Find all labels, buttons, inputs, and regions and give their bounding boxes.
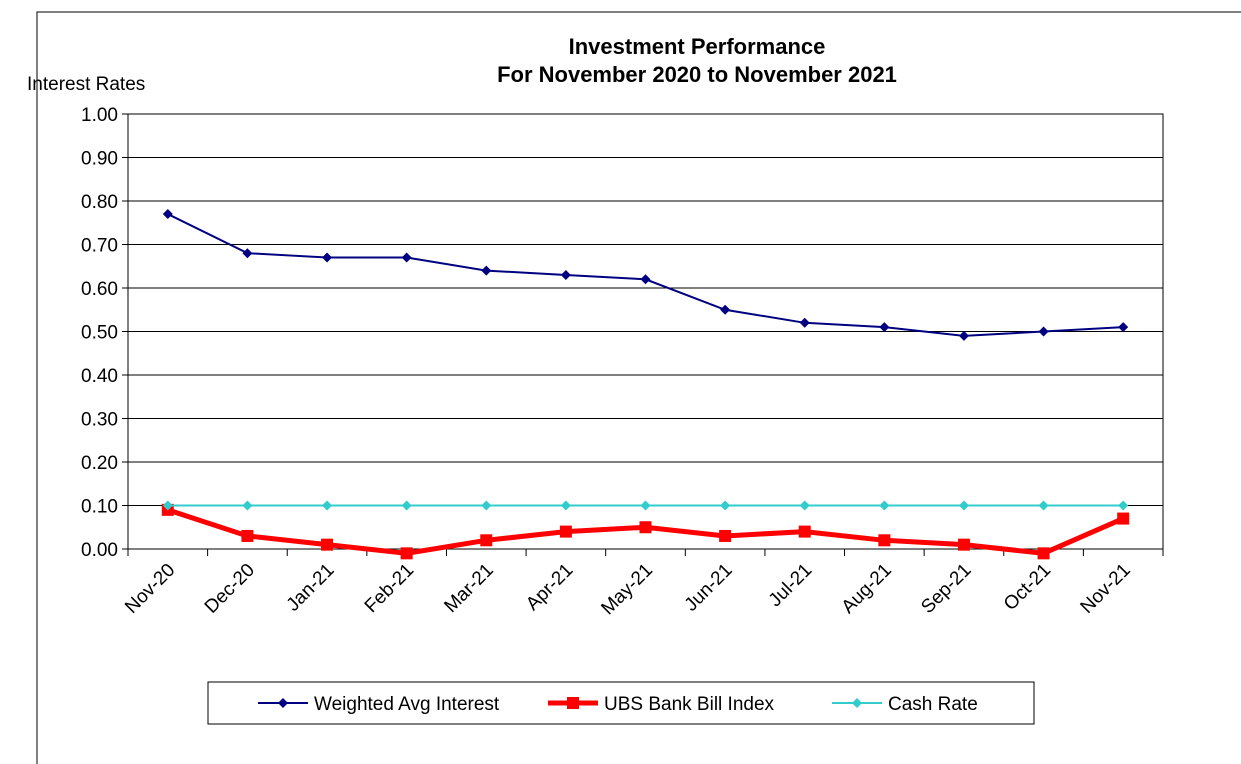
data-point <box>1118 322 1129 333</box>
data-point <box>879 500 890 511</box>
chart-frame <box>36 11 1241 764</box>
data-point <box>321 538 334 551</box>
data-point <box>640 500 651 511</box>
data-point <box>481 500 492 511</box>
data-point <box>640 274 651 285</box>
x-tick-label: Oct-21 <box>1000 560 1055 615</box>
data-point <box>799 317 810 328</box>
x-tick-label: Jan-21 <box>283 560 339 616</box>
data-point <box>401 252 412 263</box>
data-point <box>322 500 333 511</box>
data-point <box>878 534 891 547</box>
data-point <box>720 500 731 511</box>
y-tick-label: 0.80 <box>81 192 118 213</box>
data-point <box>242 248 253 259</box>
y-tick-label: 0.90 <box>81 149 118 170</box>
data-point <box>958 500 969 511</box>
data-point <box>162 500 173 511</box>
data-point <box>560 500 571 511</box>
y-tick-label: 0.10 <box>81 497 118 518</box>
legend-label: UBS Bank Bill Index <box>604 694 775 715</box>
data-point <box>400 547 413 560</box>
data-point <box>559 525 572 538</box>
data-point <box>958 330 969 341</box>
data-point <box>639 521 652 534</box>
data-point <box>560 269 571 280</box>
data-point <box>799 500 810 511</box>
x-tick-label: Aug-21 <box>838 560 896 618</box>
legend-marker <box>852 698 862 708</box>
x-tick-label: May-21 <box>597 560 657 620</box>
y-tick-label: 0.70 <box>81 236 118 257</box>
data-point <box>481 265 492 276</box>
data-point <box>879 322 890 333</box>
data-point <box>720 304 731 315</box>
y-tick-label: 0.50 <box>81 323 118 344</box>
data-point <box>719 529 732 542</box>
y-tick-label: 0.00 <box>81 540 118 561</box>
y-tick-label: 0.40 <box>81 366 118 387</box>
data-point <box>401 500 412 511</box>
data-point <box>480 534 493 547</box>
chart-subtitle: For November 2020 to November 2021 <box>497 62 897 87</box>
data-point <box>1038 326 1049 337</box>
legend-label: Cash Rate <box>888 694 978 715</box>
data-point <box>241 529 254 542</box>
x-tick-label: Nov-20 <box>121 560 179 618</box>
y-tick-label: 0.20 <box>81 453 118 474</box>
data-point <box>1117 512 1130 525</box>
y-tick-label: 1.00 <box>81 105 118 126</box>
data-point <box>957 538 970 551</box>
y-tick-label: 0.60 <box>81 279 118 300</box>
y-tick-label: 0.30 <box>81 410 118 431</box>
chart-title: Investment Performance <box>569 34 826 59</box>
data-point <box>1038 500 1049 511</box>
data-point <box>322 252 333 263</box>
legend-marker <box>278 698 288 708</box>
data-point <box>242 500 253 511</box>
data-point <box>798 525 811 538</box>
data-point <box>1118 500 1129 511</box>
x-tick-label: Sep-21 <box>917 560 975 618</box>
data-point <box>162 209 173 220</box>
plot-area <box>127 113 1164 550</box>
x-tick-label: Jun-21 <box>681 560 737 616</box>
legend-label: Weighted Avg Interest <box>314 694 500 715</box>
x-tick-label: Nov-21 <box>1077 560 1135 618</box>
legend-marker <box>567 697 579 709</box>
legend-box <box>207 681 1035 725</box>
x-tick-label: Apr-21 <box>522 560 577 615</box>
x-tick-label: Dec-20 <box>201 560 259 618</box>
x-tick-label: Feb-21 <box>361 560 418 617</box>
x-tick-label: Jul-21 <box>765 560 816 611</box>
data-point <box>1037 547 1050 560</box>
y-axis-label: Interest Rates <box>27 74 145 95</box>
x-tick-label: Mar-21 <box>440 560 497 617</box>
